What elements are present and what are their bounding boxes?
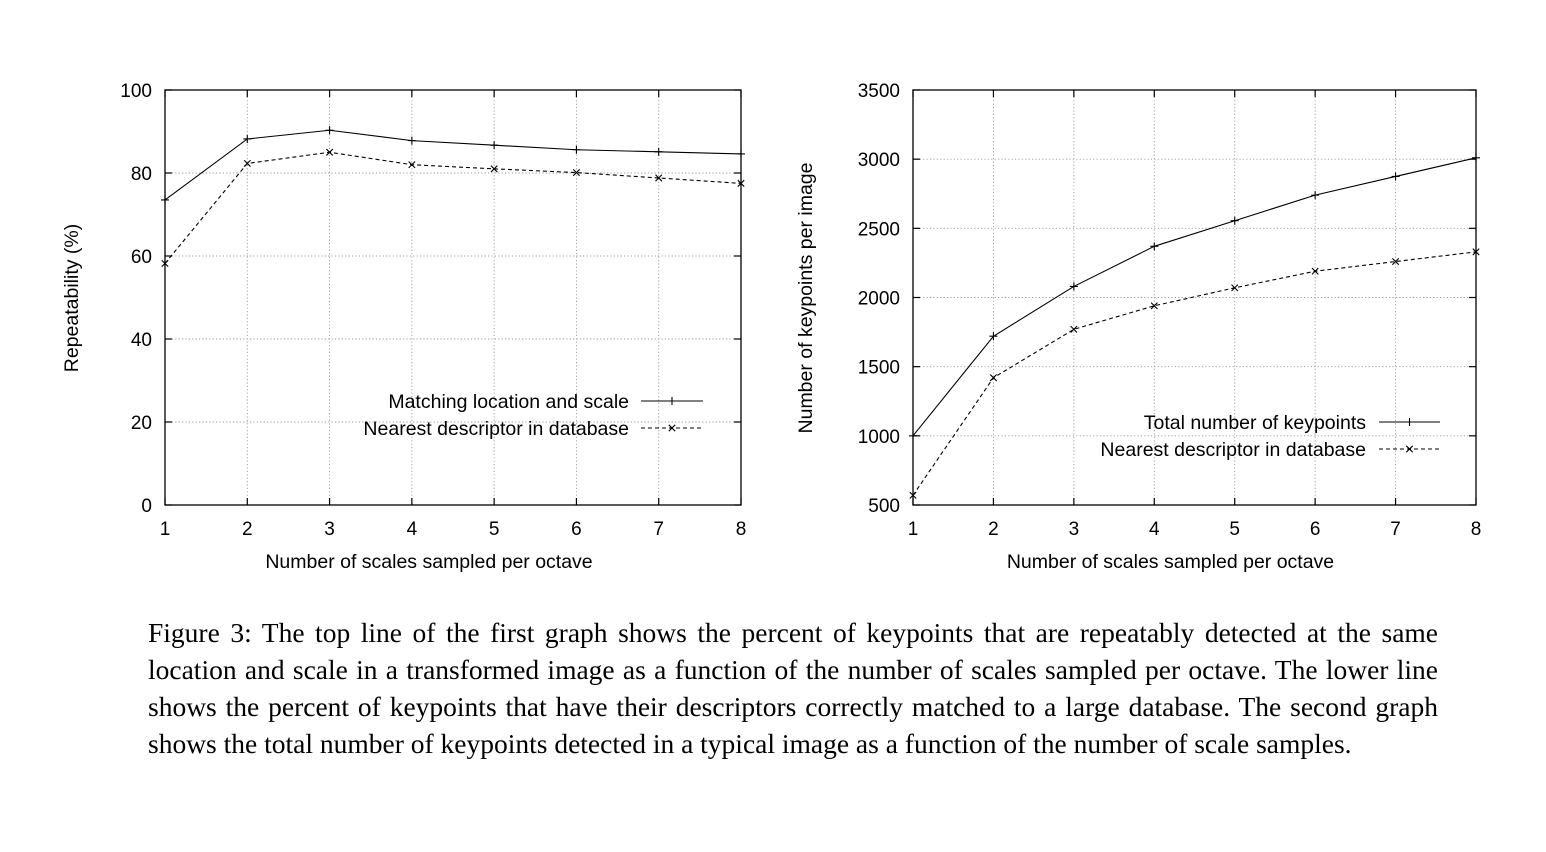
x-tick-label: 1 xyxy=(160,519,171,540)
data-point-series-1 xyxy=(572,145,581,154)
plot-frame xyxy=(164,89,742,506)
x-tick-label: 1 xyxy=(908,519,919,540)
data-point-series-2 xyxy=(1472,248,1480,256)
y-tick-label: 20 xyxy=(131,413,152,434)
data-point-series-2 xyxy=(1311,267,1319,275)
x-tick-label: 3 xyxy=(1069,519,1080,540)
legend-label: Matching location and scale xyxy=(388,391,629,413)
y-tick-label: 1000 xyxy=(858,427,900,448)
data-point-series-2 xyxy=(161,259,169,268)
y-tick-label: 80 xyxy=(131,164,152,185)
x-tick-label: 4 xyxy=(1149,519,1160,540)
data-point-series-1 xyxy=(737,149,745,158)
x-tick-label: 5 xyxy=(1229,519,1240,540)
data-point-series-2 xyxy=(243,159,251,168)
data-point-series-1 xyxy=(161,195,169,204)
y-tick-label: 2500 xyxy=(858,219,900,240)
x-tick-label: 7 xyxy=(653,519,664,540)
data-point-series-1 xyxy=(1230,216,1239,225)
y-tick-label: 0 xyxy=(141,496,152,517)
legend-marker xyxy=(1405,445,1414,453)
x-tick-label: 8 xyxy=(736,519,747,540)
legend-marker xyxy=(668,424,676,432)
y-tick-label: 3500 xyxy=(858,81,900,102)
data-point-series-2 xyxy=(909,491,917,499)
data-point-series-2 xyxy=(1070,325,1078,333)
data-point-series-2 xyxy=(325,148,334,156)
data-point-series-1 xyxy=(1391,172,1400,181)
data-point-series-1 xyxy=(654,147,663,156)
legend-label: Total number of keypoints xyxy=(1144,412,1366,434)
legend-marker xyxy=(668,397,676,405)
x-tick-label: 5 xyxy=(489,519,500,540)
y-tick-label: 40 xyxy=(131,330,152,351)
data-point-series-1 xyxy=(1472,153,1480,162)
y-tick-label: 2000 xyxy=(858,289,900,310)
data-point-series-2 xyxy=(1391,257,1400,266)
data-point-series-2 xyxy=(490,165,498,173)
y-tick-label: 100 xyxy=(120,81,152,102)
data-point-series-1 xyxy=(325,126,334,135)
x-tick-label: 2 xyxy=(242,519,253,540)
data-point-series-1 xyxy=(243,134,252,143)
data-point-series-1 xyxy=(1311,191,1320,200)
x-axis-label: Number of scales sampled per octave xyxy=(265,551,592,573)
data-point-series-2 xyxy=(989,374,998,382)
y-tick-label: 3000 xyxy=(858,150,900,171)
y-axis-label: Repeatability (%) xyxy=(61,224,83,372)
x-tick-label: 6 xyxy=(571,519,582,540)
data-point-series-1 xyxy=(989,332,998,341)
data-point-series-2 xyxy=(737,179,745,187)
x-tick-label: 7 xyxy=(1390,519,1401,540)
x-axis-label: Number of scales sampled per octave xyxy=(1007,551,1334,573)
repeatability-chart: 0 20 40 60 80 100 1 2 3 4 5 6 7 8 Number of scales sam… xyxy=(61,81,746,573)
y-tick-label: 1500 xyxy=(858,358,900,379)
data-point-series-2 xyxy=(1150,302,1158,310)
series-line-1 xyxy=(912,157,1477,437)
data-point-series-1 xyxy=(407,136,416,145)
y-tick-label: 60 xyxy=(131,247,152,268)
legend-marker xyxy=(1405,418,1414,426)
series-line-2 xyxy=(164,151,742,264)
x-tick-label: 2 xyxy=(988,519,999,540)
data-point-series-2 xyxy=(655,174,663,182)
legend-label: Nearest descriptor in database xyxy=(1100,439,1366,461)
data-point-series-1 xyxy=(1069,282,1078,291)
data-point-series-2 xyxy=(572,168,581,177)
data-point-series-2 xyxy=(408,161,416,169)
y-tick-label: 500 xyxy=(868,496,900,517)
series-line-1 xyxy=(164,129,742,201)
figure-caption: Figure 3: The top line of the first grap… xyxy=(148,617,1438,759)
data-point-series-1 xyxy=(1150,242,1159,251)
legend-label: Nearest descriptor in database xyxy=(363,418,629,440)
x-tick-label: 3 xyxy=(324,519,335,540)
data-point-series-2 xyxy=(1231,284,1239,292)
y-axis-label: Number of keypoints per image xyxy=(795,163,817,434)
x-tick-label: 4 xyxy=(407,519,418,540)
keypoints-chart: 500 1000 1500 2000 2500 3000 3500 1 2 3 4 5 6 7 8 Numbe… xyxy=(795,81,1481,573)
data-point-series-1 xyxy=(490,141,499,150)
x-tick-label: 8 xyxy=(1471,519,1482,540)
x-tick-label: 6 xyxy=(1310,519,1321,540)
data-point-series-1 xyxy=(909,431,917,440)
